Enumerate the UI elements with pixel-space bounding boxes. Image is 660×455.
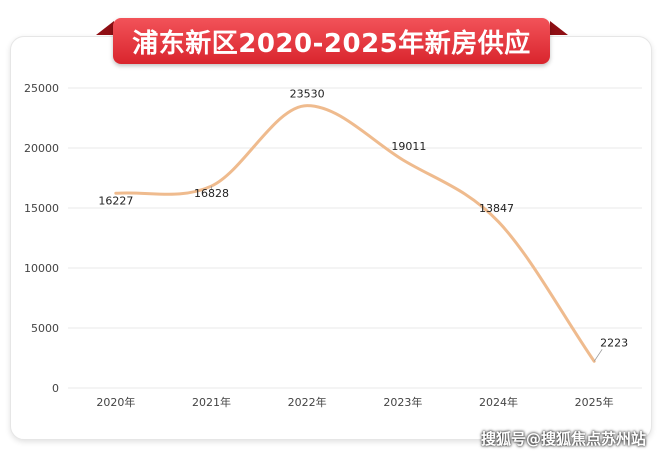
y-tick-label: 0: [52, 382, 59, 395]
y-tick-label: 10000: [24, 262, 59, 275]
data-label: 23530: [290, 88, 325, 101]
x-tick-label: 2022年: [288, 395, 327, 409]
y-axis-ticks: 0 5000 10000 15000 20000 25000: [24, 82, 59, 395]
leader-line: [593, 349, 603, 362]
y-tick-label: 15000: [24, 202, 59, 215]
x-tick-label: 2025年: [575, 395, 614, 409]
y-tick-label: 5000: [31, 322, 59, 335]
x-tick-label: 2020年: [96, 395, 135, 409]
data-label: 13847: [479, 202, 514, 215]
data-label: 16227: [98, 194, 133, 207]
x-tick-label: 2023年: [383, 395, 422, 409]
x-tick-label: 2021年: [192, 395, 231, 409]
chart-title: 浦东新区2020-2025年新房供应: [113, 18, 550, 64]
data-label: 16828: [194, 187, 229, 200]
y-tick-label: 25000: [24, 82, 59, 95]
data-labels: 16227 16828 23530 19011 13847 2223: [98, 88, 628, 350]
chart-card: [10, 36, 652, 440]
series-line: [114, 104, 596, 363]
grid-lines: [68, 87, 642, 389]
x-axis-ticks: 2020年 2021年 2022年 2023年 2024年 2025年: [96, 395, 613, 409]
watermark: 搜狐号@搜狐焦点苏州站: [480, 430, 646, 448]
y-tick-label: 20000: [24, 142, 59, 155]
label-leader-lines: [211, 186, 603, 362]
x-tick-label: 2024年: [479, 395, 518, 409]
data-label: 19011: [391, 140, 426, 153]
data-label: 2223: [600, 336, 628, 349]
